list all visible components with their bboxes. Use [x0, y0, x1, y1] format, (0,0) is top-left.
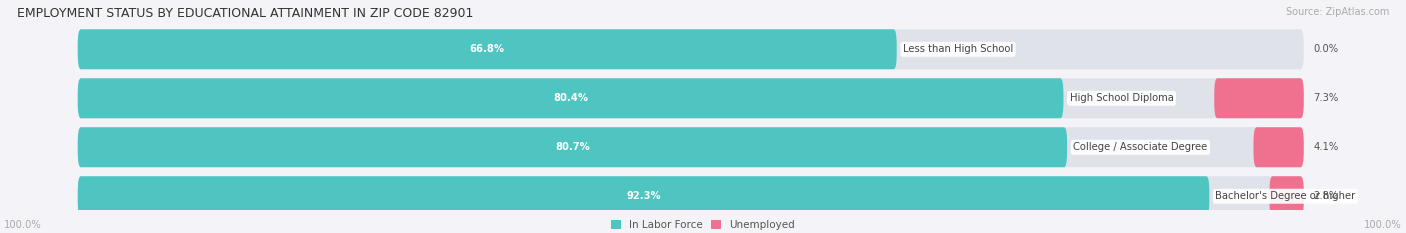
Text: Less than High School: Less than High School [903, 44, 1014, 54]
Text: 100.0%: 100.0% [1364, 220, 1402, 230]
Text: Bachelor's Degree or higher: Bachelor's Degree or higher [1215, 191, 1355, 201]
FancyBboxPatch shape [1270, 176, 1303, 216]
FancyBboxPatch shape [77, 29, 1303, 69]
Text: 2.8%: 2.8% [1313, 191, 1339, 201]
Text: 4.1%: 4.1% [1313, 142, 1339, 152]
FancyBboxPatch shape [77, 176, 1209, 216]
Text: 80.4%: 80.4% [553, 93, 588, 103]
FancyBboxPatch shape [77, 78, 1063, 118]
FancyBboxPatch shape [77, 127, 1303, 167]
Text: High School Diploma: High School Diploma [1070, 93, 1174, 103]
FancyBboxPatch shape [77, 29, 897, 69]
FancyBboxPatch shape [77, 176, 1303, 216]
Text: Source: ZipAtlas.com: Source: ZipAtlas.com [1285, 7, 1389, 17]
Text: 100.0%: 100.0% [4, 220, 42, 230]
FancyBboxPatch shape [1215, 78, 1303, 118]
Text: 66.8%: 66.8% [470, 44, 505, 54]
Text: College / Associate Degree: College / Associate Degree [1073, 142, 1208, 152]
Text: 0.0%: 0.0% [1313, 44, 1339, 54]
FancyBboxPatch shape [77, 127, 1067, 167]
Text: 80.7%: 80.7% [555, 142, 589, 152]
FancyBboxPatch shape [77, 78, 1303, 118]
Legend: In Labor Force, Unemployed: In Labor Force, Unemployed [612, 220, 794, 230]
Text: 92.3%: 92.3% [626, 191, 661, 201]
Text: 7.3%: 7.3% [1313, 93, 1339, 103]
FancyBboxPatch shape [1254, 127, 1303, 167]
Text: EMPLOYMENT STATUS BY EDUCATIONAL ATTAINMENT IN ZIP CODE 82901: EMPLOYMENT STATUS BY EDUCATIONAL ATTAINM… [17, 7, 474, 20]
